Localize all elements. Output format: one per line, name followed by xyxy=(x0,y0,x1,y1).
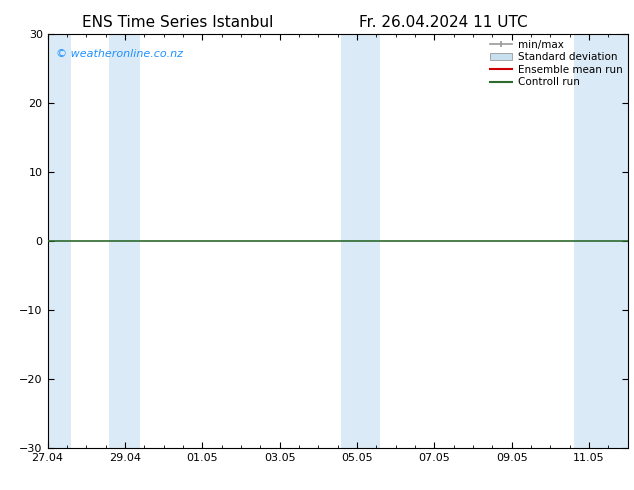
Text: ENS Time Series Istanbul: ENS Time Series Istanbul xyxy=(82,15,273,30)
Bar xyxy=(110,34,140,448)
Text: © weatheronline.co.nz: © weatheronline.co.nz xyxy=(56,49,183,59)
Legend: min/max, Standard deviation, Ensemble mean run, Controll run: min/max, Standard deviation, Ensemble me… xyxy=(488,37,624,89)
Bar xyxy=(44,34,71,448)
Bar xyxy=(342,34,380,448)
Text: Fr. 26.04.2024 11 UTC: Fr. 26.04.2024 11 UTC xyxy=(359,15,528,30)
Bar xyxy=(574,34,631,448)
